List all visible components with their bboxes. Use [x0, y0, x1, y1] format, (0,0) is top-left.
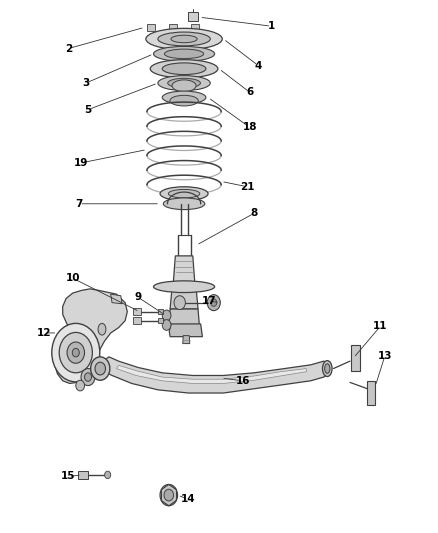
FancyBboxPatch shape — [188, 12, 198, 21]
Ellipse shape — [172, 80, 196, 92]
Ellipse shape — [158, 76, 210, 91]
Text: 13: 13 — [378, 351, 392, 361]
Ellipse shape — [153, 281, 215, 293]
Circle shape — [95, 362, 106, 375]
Polygon shape — [183, 336, 190, 344]
Text: 7: 7 — [76, 199, 83, 209]
Text: 6: 6 — [246, 87, 253, 97]
Ellipse shape — [162, 63, 206, 75]
Text: 2: 2 — [65, 44, 72, 53]
Polygon shape — [173, 256, 195, 285]
FancyBboxPatch shape — [158, 318, 163, 324]
Ellipse shape — [158, 32, 210, 46]
Ellipse shape — [153, 46, 215, 61]
Polygon shape — [99, 357, 330, 393]
Circle shape — [67, 342, 85, 364]
Circle shape — [164, 489, 173, 501]
FancyBboxPatch shape — [78, 471, 88, 479]
FancyBboxPatch shape — [169, 23, 177, 31]
FancyBboxPatch shape — [148, 23, 155, 31]
Text: 19: 19 — [74, 158, 88, 168]
Circle shape — [59, 333, 92, 373]
Circle shape — [162, 310, 171, 321]
FancyBboxPatch shape — [367, 381, 375, 405]
Polygon shape — [169, 309, 199, 325]
Ellipse shape — [98, 324, 106, 335]
Ellipse shape — [160, 187, 208, 200]
Ellipse shape — [325, 364, 330, 373]
Ellipse shape — [171, 35, 197, 43]
Text: 1: 1 — [268, 21, 275, 31]
Text: 21: 21 — [240, 182, 254, 192]
Text: 17: 17 — [202, 296, 217, 306]
Ellipse shape — [150, 60, 218, 78]
FancyBboxPatch shape — [133, 317, 141, 324]
Circle shape — [105, 471, 111, 479]
Polygon shape — [55, 289, 127, 383]
Text: 18: 18 — [242, 122, 257, 132]
Circle shape — [162, 320, 171, 330]
Ellipse shape — [146, 28, 222, 50]
Text: 8: 8 — [250, 208, 258, 219]
Ellipse shape — [163, 198, 205, 209]
Circle shape — [211, 299, 217, 306]
Circle shape — [76, 380, 85, 391]
FancyBboxPatch shape — [133, 308, 141, 315]
Text: 14: 14 — [181, 494, 196, 504]
Text: 11: 11 — [373, 321, 388, 331]
Circle shape — [85, 373, 92, 381]
Text: 12: 12 — [37, 328, 52, 338]
Circle shape — [52, 324, 100, 382]
Text: 5: 5 — [85, 104, 92, 115]
Polygon shape — [111, 294, 122, 304]
Ellipse shape — [170, 95, 198, 106]
Circle shape — [207, 295, 220, 311]
Ellipse shape — [168, 78, 201, 88]
Text: 3: 3 — [82, 78, 89, 88]
Circle shape — [174, 296, 185, 310]
Text: 4: 4 — [254, 61, 262, 70]
FancyBboxPatch shape — [351, 345, 360, 370]
Circle shape — [91, 357, 110, 380]
Polygon shape — [170, 285, 198, 309]
Circle shape — [72, 349, 79, 357]
Ellipse shape — [168, 189, 200, 198]
Text: 16: 16 — [236, 376, 250, 386]
Circle shape — [160, 484, 177, 506]
Polygon shape — [117, 366, 306, 383]
Polygon shape — [169, 324, 202, 337]
Text: 15: 15 — [61, 472, 76, 481]
Text: 9: 9 — [134, 292, 142, 302]
FancyBboxPatch shape — [191, 23, 199, 31]
Circle shape — [81, 368, 95, 385]
FancyBboxPatch shape — [158, 309, 163, 314]
Ellipse shape — [164, 49, 204, 59]
Ellipse shape — [162, 91, 206, 104]
Ellipse shape — [322, 361, 332, 376]
Text: 10: 10 — [66, 273, 80, 283]
